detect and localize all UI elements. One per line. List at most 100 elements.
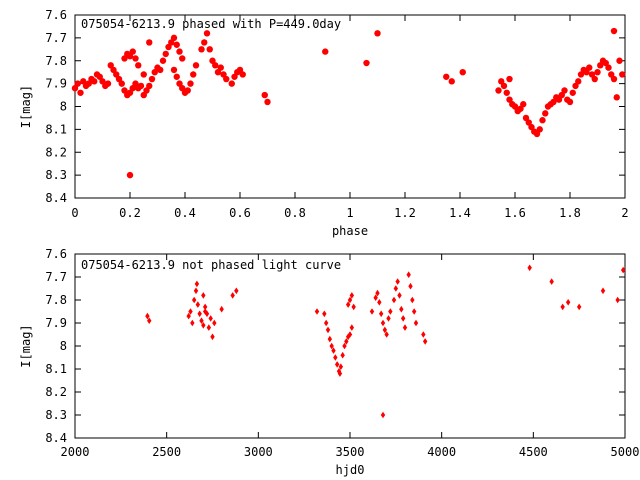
data-point <box>191 296 197 304</box>
data-point <box>613 94 620 101</box>
data-point <box>340 351 345 359</box>
y-tick-label: 8.1 <box>45 122 67 136</box>
data-point <box>503 89 510 96</box>
x-tick-label: 1.6 <box>504 206 526 220</box>
data-point <box>594 68 601 76</box>
data-point <box>336 368 342 375</box>
data-point <box>159 57 167 64</box>
data-point <box>239 71 246 78</box>
data-point <box>223 75 230 83</box>
data-point <box>192 62 200 69</box>
y-tick-label: 8.4 <box>45 191 67 205</box>
data-point <box>137 82 145 90</box>
y-tick-label: 8.1 <box>45 362 67 376</box>
data-point <box>539 117 546 124</box>
x-axis-label: phase <box>332 224 368 238</box>
data-point <box>170 66 178 74</box>
data-point <box>448 78 455 85</box>
data-point <box>380 411 386 419</box>
data-point <box>188 308 193 315</box>
y-tick-label: 7.9 <box>45 77 67 91</box>
y-tick-label: 8.4 <box>45 431 67 445</box>
data-point <box>561 87 568 94</box>
x-tick-label: 0 <box>71 206 78 220</box>
data-point <box>173 73 180 80</box>
data-point <box>388 308 393 315</box>
data-point <box>77 89 84 96</box>
data-point <box>605 64 612 71</box>
data-point <box>322 48 329 55</box>
data-point <box>74 80 81 87</box>
data-point <box>91 78 98 85</box>
data-point <box>104 80 112 87</box>
x-tick-label: 2 <box>621 206 628 220</box>
x-tick-label: 1.4 <box>449 206 471 220</box>
x-tick-label: 4000 <box>427 445 456 459</box>
data-point <box>382 326 388 334</box>
data-point <box>199 317 204 324</box>
data-point <box>212 62 219 69</box>
data-point <box>190 71 197 78</box>
data-point <box>208 315 213 322</box>
data-point <box>140 71 147 78</box>
data-point <box>443 73 450 80</box>
data-point <box>184 87 191 94</box>
x-tick-label: 0.4 <box>174 206 196 220</box>
x-tick-label: 2500 <box>152 445 181 459</box>
data-point <box>203 30 211 37</box>
data-point <box>576 303 582 311</box>
y-tick-label: 8.3 <box>45 168 67 182</box>
data-point <box>406 271 411 278</box>
data-point <box>145 312 150 320</box>
y-tick-label: 8.3 <box>45 408 67 422</box>
data-point <box>586 64 593 71</box>
data-point <box>334 361 340 368</box>
data-point <box>212 319 217 327</box>
data-point <box>506 75 513 83</box>
data-point <box>520 101 527 108</box>
y-tick-label: 7.8 <box>45 54 67 68</box>
data-point <box>325 326 331 334</box>
x-tick-label: 0.8 <box>284 206 306 220</box>
data-point <box>322 310 327 318</box>
data-point <box>378 310 384 318</box>
data-point <box>351 303 356 311</box>
data-point <box>157 66 164 74</box>
data-point <box>400 315 406 322</box>
y-tick-label: 8.2 <box>45 385 67 399</box>
y-tick-label: 7.6 <box>45 8 67 22</box>
data-point <box>337 370 343 377</box>
data-point <box>566 98 574 106</box>
data-point <box>201 322 206 329</box>
data-point <box>135 62 142 69</box>
plot-frame <box>74 253 626 439</box>
data-point <box>217 64 224 71</box>
data-point <box>342 342 347 350</box>
y-axis-label: I[mag] <box>19 324 33 367</box>
x-tick-label: 1 <box>346 206 353 220</box>
data-point <box>397 292 402 299</box>
data-point <box>201 292 206 299</box>
data-point <box>179 55 186 62</box>
data-point <box>210 333 215 341</box>
data-point <box>527 264 532 272</box>
data-point <box>194 280 200 288</box>
data-point <box>314 308 320 315</box>
data-point <box>393 285 399 292</box>
data-point <box>198 46 205 53</box>
x-tick-label: 1.2 <box>394 206 416 220</box>
data-point <box>206 46 213 53</box>
chart-title: 075054-6213.9 phased with P=449.0day <box>81 17 341 31</box>
data-point <box>261 91 268 99</box>
data-point <box>176 48 183 55</box>
y-tick-label: 8.2 <box>45 145 67 159</box>
data-point <box>536 126 543 133</box>
x-axis-label: hjd0 <box>336 463 365 477</box>
data-point <box>402 324 408 331</box>
data-point <box>230 292 235 299</box>
data-point <box>228 80 235 87</box>
data-point <box>331 347 336 354</box>
data-point <box>204 310 210 318</box>
data-point <box>195 301 201 308</box>
